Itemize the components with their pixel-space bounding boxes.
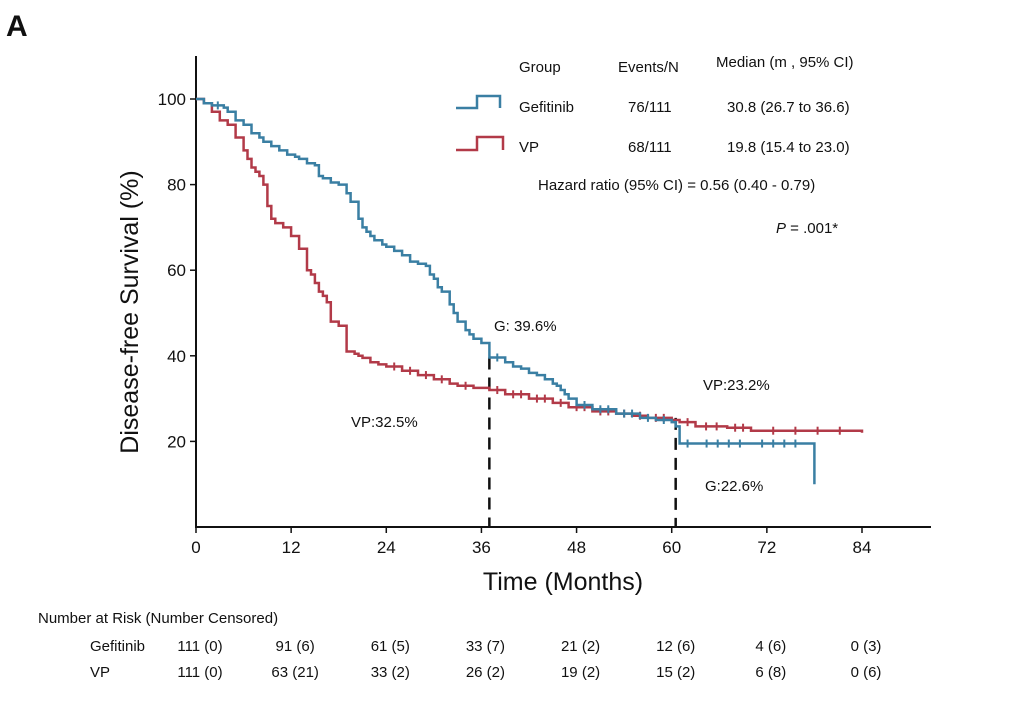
y-tick-label: 40 — [167, 347, 186, 366]
risk-cell: 61 (5) — [371, 638, 410, 655]
risk-cell: 26 (2) — [466, 664, 505, 681]
risk-cell: 0 (3) — [851, 638, 882, 655]
p-value-text: = .001* — [786, 220, 838, 237]
x-tick-label: 36 — [472, 538, 491, 557]
risk-cell: 6 (8) — [755, 664, 786, 681]
x-tick-label: 84 — [853, 538, 872, 557]
risk-cell: 111 (0) — [177, 638, 222, 655]
risk-cells: 111 (0) 91 (6) 61 (5) 33 (7) 21 (2) 12 (6) 4 (… — [177, 638, 881, 681]
risk-cell: 91 (6) — [276, 638, 315, 655]
risk-cell: 63 (21) — [271, 664, 319, 681]
series-line-vp — [196, 97, 864, 433]
p-value: P = .001* — [776, 220, 838, 237]
legend-events-vp: 68/111 — [628, 139, 672, 156]
y-axis-title: Disease-free Survival (%) — [116, 170, 144, 453]
risk-cell: 4 (6) — [755, 638, 786, 655]
risk-cell: 21 (2) — [561, 638, 600, 655]
legend-line-vp — [456, 135, 505, 152]
x-tick-label: 12 — [282, 538, 301, 557]
x-tick-label: 24 — [377, 538, 396, 557]
risk-table: Number at Risk (Number Censored) Gefitin… — [38, 610, 881, 681]
reference-lines — [488, 357, 677, 527]
x-tick-label: 72 — [757, 538, 776, 557]
hazard-ratio: Hazard ratio (95% CI) = 0.56 (0.40 - 0.7… — [538, 177, 815, 194]
legend-label-gefitinib: Gefitinib — [519, 99, 574, 116]
risk-cell: 15 (2) — [656, 664, 695, 681]
legend-label-vp: VP — [519, 139, 539, 156]
risk-cell: 0 (6) — [851, 664, 882, 681]
panel-label: A — [6, 10, 28, 43]
legend: Group Events/N Median (m , 95% CI) Gefit… — [456, 54, 854, 237]
risk-row-label-vp: VP — [90, 664, 110, 681]
legend-header-median: Median (m , 95% CI) — [716, 54, 854, 71]
annotation-gefitinib-36: G: 39.6% — [494, 318, 557, 335]
y-tick-label: 80 — [167, 176, 186, 195]
y-tick-label: 60 — [167, 261, 186, 280]
risk-table-title: Number at Risk (Number Censored) — [38, 610, 278, 627]
x-tick-label: 60 — [662, 538, 681, 557]
legend-line-gefitinib — [456, 94, 502, 110]
risk-cell: 33 (7) — [466, 638, 505, 655]
annotation-vp-60: VP:23.2% — [703, 377, 770, 394]
p-value-label: P — [776, 220, 786, 237]
annotation-gefitinib-60: G:22.6% — [705, 478, 763, 495]
legend-header-events: Events/N — [618, 59, 679, 76]
series-line-gefitinib — [196, 97, 816, 485]
legend-events-gefitinib: 76/111 — [628, 99, 672, 116]
y-tick-label: 100 — [158, 90, 186, 109]
x-tick-label: 48 — [567, 538, 586, 557]
risk-cell: 111 (0) — [177, 664, 222, 681]
legend-median-gefitinib: 30.8 (26.7 to 36.6) — [727, 99, 850, 116]
legend-header-group: Group — [519, 59, 561, 76]
legend-median-vp: 19.8 (15.4 to 23.0) — [727, 139, 850, 156]
risk-row-label-gefitinib: Gefitinib — [90, 638, 145, 655]
annotation-vp-36: VP:32.5% — [351, 414, 418, 431]
risk-cell: 12 (6) — [656, 638, 695, 655]
x-tick-label: 0 — [191, 538, 200, 557]
risk-cell: 33 (2) — [371, 664, 410, 681]
risk-cell: 19 (2) — [561, 664, 600, 681]
series-group — [196, 97, 864, 485]
x-axis-title: Time (Months) — [483, 568, 643, 596]
y-ticks: 20 40 60 80 100 — [158, 90, 196, 451]
x-ticks: 0 12 24 36 48 60 72 84 — [191, 527, 871, 557]
y-tick-label: 20 — [167, 432, 186, 451]
